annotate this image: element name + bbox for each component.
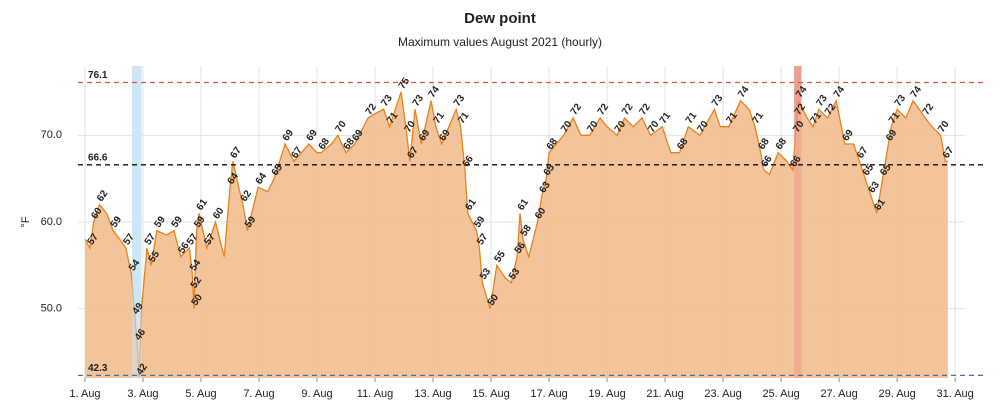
reference-label: 42.3 <box>88 363 108 374</box>
data-label: 61 <box>516 197 532 213</box>
x-tick-label: 13. Aug <box>414 388 451 400</box>
data-label: 72 <box>620 101 636 117</box>
x-tick-label: 1. Aug <box>69 388 100 400</box>
data-label: 69 <box>281 127 297 143</box>
chart-subtitle: Maximum values August 2021 (hourly) <box>398 35 602 49</box>
x-tick-label: 3. Aug <box>127 388 158 400</box>
data-label: 72 <box>596 101 612 117</box>
x-tick-label: 27. Aug <box>820 388 857 400</box>
data-label: 71 <box>658 110 674 126</box>
data-label: 64 <box>254 171 270 187</box>
x-tick-label: 31. Aug <box>936 388 973 400</box>
data-label: 72 <box>637 101 653 117</box>
data-label: 73 <box>411 93 427 109</box>
data-label: 61 <box>195 197 211 213</box>
y-axis-label: °F <box>20 216 32 227</box>
x-tick-label: 21. Aug <box>646 388 683 400</box>
x-tick-label: 19. Aug <box>588 388 625 400</box>
data-label: 68 <box>774 136 790 152</box>
data-label: 73 <box>379 93 395 109</box>
data-label: 59 <box>170 214 186 230</box>
y-tick-label: 70.0 <box>41 129 62 141</box>
highlight-span-overlay <box>131 66 142 378</box>
area <box>85 92 948 378</box>
data-label: 75 <box>397 75 413 91</box>
x-tick-label: 15. Aug <box>472 388 509 400</box>
data-label: 55 <box>492 249 508 265</box>
data-label: 74 <box>909 84 925 100</box>
data-label: 74 <box>832 84 848 100</box>
highlight-span-overlay <box>794 66 802 378</box>
data-label: 73 <box>893 93 909 109</box>
data-label: 62 <box>95 188 111 204</box>
data-label: 59 <box>153 214 169 230</box>
x-tick-label: 17. Aug <box>530 388 567 400</box>
x-tick-label: 29. Aug <box>878 388 915 400</box>
x-tick-label: 25. Aug <box>762 388 799 400</box>
x-tick-label: 11. Aug <box>357 388 394 400</box>
data-label: 64 <box>226 171 242 187</box>
reference-label: 66.6 <box>88 152 108 163</box>
data-label: 71 <box>684 110 700 126</box>
data-label: 72 <box>569 101 585 117</box>
reference-label: 76.1 <box>88 70 108 81</box>
data-label: 67 <box>229 145 245 161</box>
data-label: 73 <box>452 93 468 109</box>
x-tick-label: 23. Aug <box>704 388 741 400</box>
line <box>84 91 948 379</box>
data-label: 60 <box>211 205 227 221</box>
data-label: 74 <box>736 84 752 100</box>
x-tick-label: 9. Aug <box>301 388 332 400</box>
x-tick-label: 5. Aug <box>185 388 216 400</box>
data-label: 70 <box>334 119 350 135</box>
data-label: 59 <box>192 214 208 230</box>
chart-title: Dew point <box>464 10 536 27</box>
y-tick-label: 50.0 <box>41 303 62 315</box>
y-tick-label: 60.0 <box>41 216 62 228</box>
data-label: 74 <box>427 84 443 100</box>
x-tick-label: 7. Aug <box>243 388 274 400</box>
data-label: 70 <box>936 119 952 135</box>
data-label: 69 <box>304 127 320 143</box>
